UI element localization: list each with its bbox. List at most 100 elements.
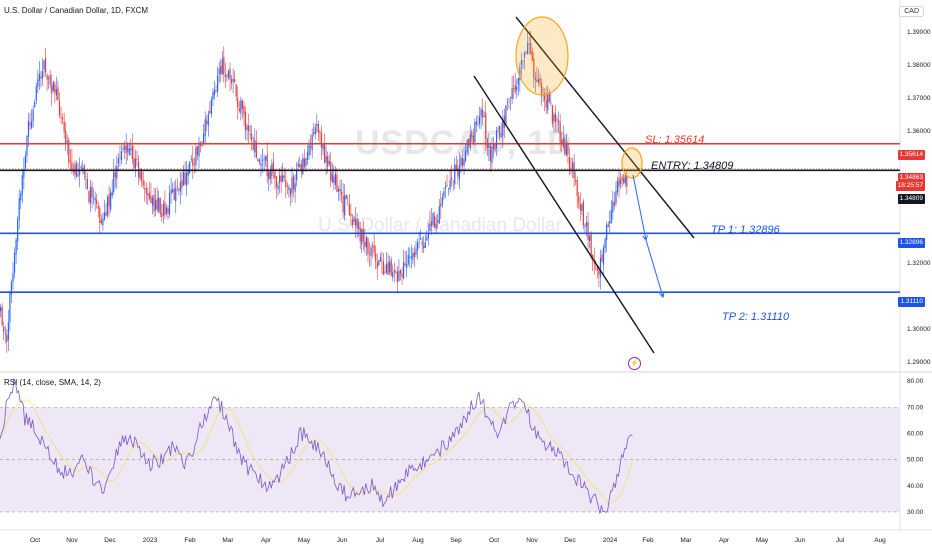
- candle-body: [229, 68, 231, 80]
- candle-body: [37, 79, 39, 87]
- candle-body: [336, 174, 338, 192]
- candle-body: [99, 208, 101, 223]
- candle-body: [286, 185, 288, 187]
- highlight-ellipse-top: [515, 16, 569, 96]
- candle-body: [496, 130, 498, 149]
- candle-body: [20, 193, 22, 201]
- candle-body: [0, 307, 2, 312]
- candle-body: [175, 188, 177, 202]
- candle-body: [620, 179, 622, 185]
- candle-body: [34, 102, 36, 108]
- candle-body: [522, 60, 524, 62]
- price-tick-label: 1.39000: [907, 29, 931, 36]
- candle-body: [12, 273, 14, 282]
- entry-price-tag: 1.34809: [897, 194, 925, 204]
- candle-body: [254, 139, 256, 153]
- time-tick-label: 2023: [143, 537, 158, 544]
- candle-body: [234, 79, 236, 83]
- candle-body: [277, 185, 279, 190]
- candle-body: [213, 89, 216, 96]
- candle-body: [272, 161, 274, 171]
- sl-price-tag: 1.35614: [897, 150, 925, 160]
- candle-body: [533, 58, 535, 79]
- price-tick-label: 1.29000: [907, 359, 931, 366]
- candle-body: [190, 158, 192, 160]
- candle-body: [167, 208, 169, 214]
- candle-body: [551, 105, 553, 124]
- candle-body: [68, 140, 70, 163]
- candle-body: [184, 172, 186, 185]
- candle-body: [51, 85, 53, 94]
- candle-body: [516, 86, 518, 91]
- candle-body: [24, 155, 26, 169]
- candle-body: [260, 163, 262, 166]
- candle-body: [261, 160, 264, 162]
- candle-body: [596, 267, 598, 272]
- candle-body: [306, 152, 309, 160]
- candle-body: [584, 226, 586, 227]
- candle-body: [403, 261, 405, 279]
- candle-body: [52, 82, 54, 91]
- candle-body: [97, 206, 99, 209]
- candle-body: [40, 76, 42, 79]
- candle-body: [472, 135, 474, 143]
- candle-body: [575, 180, 577, 182]
- candle-body: [21, 175, 23, 195]
- currency-button[interactable]: CAD: [899, 6, 924, 17]
- candle-body: [350, 213, 352, 217]
- candle-body: [165, 207, 168, 214]
- candle-body: [375, 253, 377, 262]
- candle-body: [612, 201, 614, 213]
- candle-body: [505, 105, 507, 125]
- candle-body: [331, 173, 333, 183]
- candle-body: [337, 189, 340, 192]
- candle-body: [604, 238, 606, 248]
- candle-body: [412, 252, 414, 260]
- candle-body: [595, 265, 597, 267]
- channel-lower-line: [473, 75, 655, 354]
- candle-body: [60, 117, 62, 119]
- candle-body: [182, 172, 185, 185]
- candle-body: [38, 73, 40, 81]
- candle-body: [179, 182, 181, 192]
- candle-body: [1, 306, 3, 325]
- candle-body: [162, 203, 164, 216]
- candle-body: [230, 78, 233, 84]
- candle-body: [381, 260, 383, 262]
- lightning-icon[interactable]: ⚡: [628, 357, 641, 370]
- candle-body: [136, 159, 138, 160]
- candle-body: [465, 150, 467, 161]
- candle-body: [7, 322, 9, 341]
- candle-body: [568, 157, 571, 170]
- candle-body: [407, 255, 409, 265]
- candle-body: [65, 130, 67, 144]
- candle-body: [35, 86, 37, 101]
- candle-body: [477, 124, 479, 126]
- candle-body: [192, 158, 194, 167]
- candle-body: [93, 197, 95, 199]
- candle-body: [585, 222, 588, 227]
- candle-body: [466, 139, 468, 153]
- candle-body: [446, 185, 448, 187]
- candle-body: [274, 171, 276, 179]
- candle-body: [289, 188, 292, 196]
- take-profit-1-label: TP 1: 1.32896: [711, 224, 780, 236]
- candle-body: [376, 261, 378, 269]
- candle-body: [540, 83, 543, 97]
- candle-body: [399, 269, 402, 274]
- candle-body: [141, 169, 143, 181]
- candle-body: [379, 257, 381, 262]
- candle-body: [124, 145, 126, 150]
- candle-body: [15, 239, 17, 255]
- candle-body: [576, 179, 578, 197]
- candle-body: [387, 262, 389, 276]
- candle-body: [362, 229, 364, 242]
- candle-body: [127, 142, 129, 152]
- candle-body: [587, 222, 589, 240]
- candle-body: [427, 234, 429, 238]
- candle-body: [316, 124, 318, 126]
- candle-body: [128, 148, 130, 155]
- time-tick-label: Oct: [489, 537, 499, 544]
- candle-body: [364, 241, 366, 248]
- candle-body: [610, 209, 612, 224]
